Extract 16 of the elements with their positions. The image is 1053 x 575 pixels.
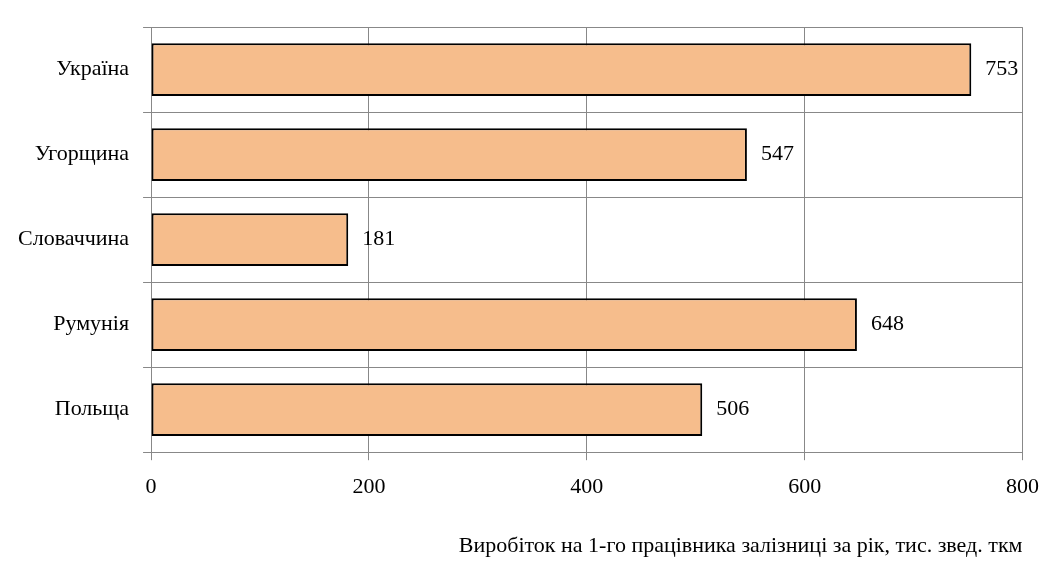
data-label: 506 (716, 395, 750, 421)
x-tick-label: 200 (352, 473, 386, 499)
data-label: 753 (985, 55, 1019, 81)
x-tick-label: 0 (145, 473, 157, 499)
y-tick-label: Україна (56, 55, 130, 81)
x-tick-label: 600 (788, 473, 822, 499)
x-tick-label: 400 (570, 473, 604, 499)
data-label: 648 (870, 310, 904, 336)
x-tick-label: 800 (1006, 473, 1039, 499)
y-tick-label: Польща (54, 395, 130, 421)
y-tick-label: Словаччина (18, 225, 130, 251)
y-tick-label: Румунія (53, 310, 130, 336)
data-label: 547 (760, 140, 794, 166)
y-tick-label: Угорщина (34, 140, 130, 166)
data-label: 181 (362, 225, 396, 251)
x-axis-title: Виробіток на 1-го працівника залізниці за рік, тис. звед. ткм (458, 531, 1023, 557)
